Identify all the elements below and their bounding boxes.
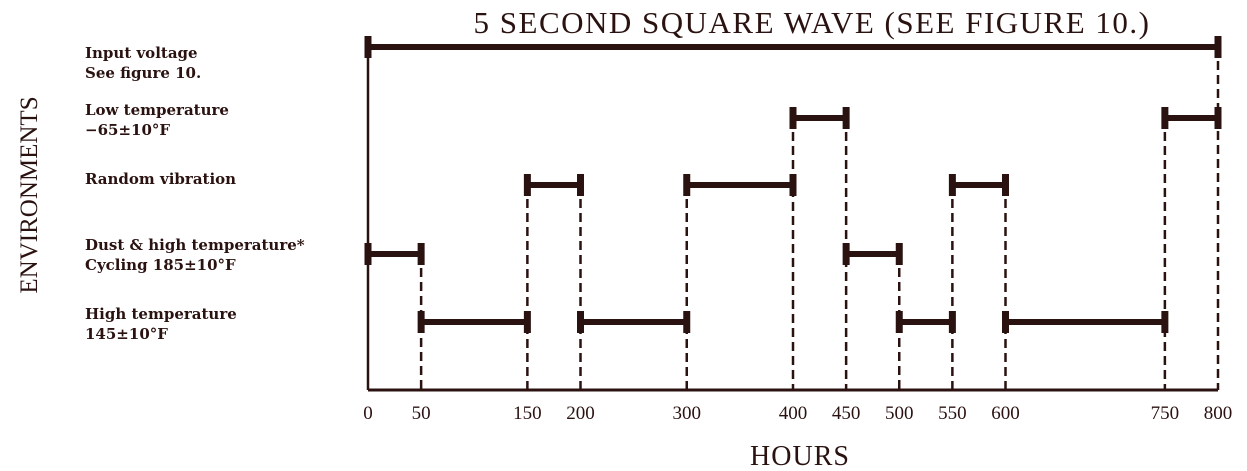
- schedule-segments: [364, 36, 1222, 333]
- x-tick-label-450: 450: [832, 403, 861, 424]
- segment-cap-start-r4-3: [1002, 311, 1009, 333]
- segment-cap-start-r4-2: [895, 311, 903, 333]
- segment-cap-end-r3-0: [417, 243, 425, 265]
- segment-cap-end-r2-2: [1002, 174, 1009, 196]
- segment-cap-end-r4-0: [523, 311, 531, 333]
- x-tick-label-800: 800: [1204, 403, 1233, 424]
- segment-cap-start-r1-0: [789, 107, 797, 129]
- segment-cap-end-r4-1: [683, 311, 691, 333]
- segment-cap-start-r0-0: [364, 36, 372, 58]
- segment-cap-start-r3-0: [364, 243, 372, 265]
- segment-cap-end-r0-0: [1214, 36, 1222, 58]
- segment-cap-end-r1-1: [1214, 107, 1222, 129]
- segment-cap-end-r4-3: [1161, 311, 1169, 333]
- row-label-random-vibration: Random vibration: [85, 170, 236, 188]
- x-tick-label-600: 600: [991, 403, 1020, 424]
- dashed-guide-lines: [419, 47, 1220, 390]
- segment-cap-end-r1-0: [842, 107, 850, 129]
- segment-cap-start-r3-1: [842, 243, 850, 265]
- row-label-dust-high-temperature-line1: Dust & high temperature*: [85, 236, 305, 254]
- row-label-low-temperature-line1: Low temperature: [85, 101, 229, 119]
- segment-cap-start-r4-0: [417, 311, 425, 333]
- x-tick-label-0: 0: [363, 403, 373, 424]
- row-labels: Input voltage See figure 10. Low tempera…: [85, 44, 310, 343]
- segment-cap-start-r2-0: [523, 174, 531, 196]
- row-label-high-temperature-line1: High temperature: [85, 305, 237, 323]
- x-tick-label-500: 500: [885, 403, 914, 424]
- row-label-high-temperature: High temperature 145±10°F: [85, 305, 242, 343]
- row-label-low-temperature: Low temperature −65±10°F: [85, 101, 234, 139]
- segment-cap-start-r4-1: [577, 311, 584, 333]
- diagram-title: 5 SECOND SQUARE WAVE (SEE FIGURE 10.): [474, 5, 1151, 40]
- x-tick-labels: 0 50 150 200 300 400 450 500 550 600 750 800: [363, 403, 1232, 424]
- segment-cap-start-r2-1: [683, 174, 691, 196]
- row-label-low-temperature-line2: −65±10°F: [85, 121, 170, 139]
- row-label-dust-high-temperature-line2: Cycling 185±10°F: [85, 256, 236, 274]
- row-label-input-voltage: Input voltage See figure 10.: [85, 44, 203, 82]
- x-tick-label-200: 200: [566, 403, 595, 424]
- x-axis-label: HOURS: [750, 441, 850, 471]
- row-label-dust-high-temperature: Dust & high temperature* Cycling 185±10°…: [85, 236, 310, 274]
- x-tick-label-300: 300: [673, 403, 702, 424]
- row-label-input-voltage-line2: See figure 10.: [85, 64, 201, 82]
- segment-cap-start-r1-1: [1161, 107, 1169, 129]
- segment-cap-end-r4-2: [948, 311, 956, 333]
- row-label-random-vibration-line1: Random vibration: [85, 170, 236, 188]
- segment-cap-start-r2-2: [948, 174, 956, 196]
- x-tick-label-750: 750: [1151, 403, 1180, 424]
- segment-cap-end-r2-0: [577, 174, 584, 196]
- x-tick-label-400: 400: [779, 403, 808, 424]
- x-tick-label-550: 550: [938, 403, 967, 424]
- segment-cap-end-r3-1: [895, 243, 903, 265]
- x-tick-label-50: 50: [412, 403, 431, 424]
- row-label-input-voltage-line1: Input voltage: [85, 44, 198, 62]
- y-axis-label: ENVIRONMENTS: [16, 96, 43, 293]
- segment-cap-end-r2-1: [789, 174, 797, 196]
- row-label-high-temperature-line2: 145±10°F: [85, 325, 168, 343]
- x-tick-label-150: 150: [513, 403, 542, 424]
